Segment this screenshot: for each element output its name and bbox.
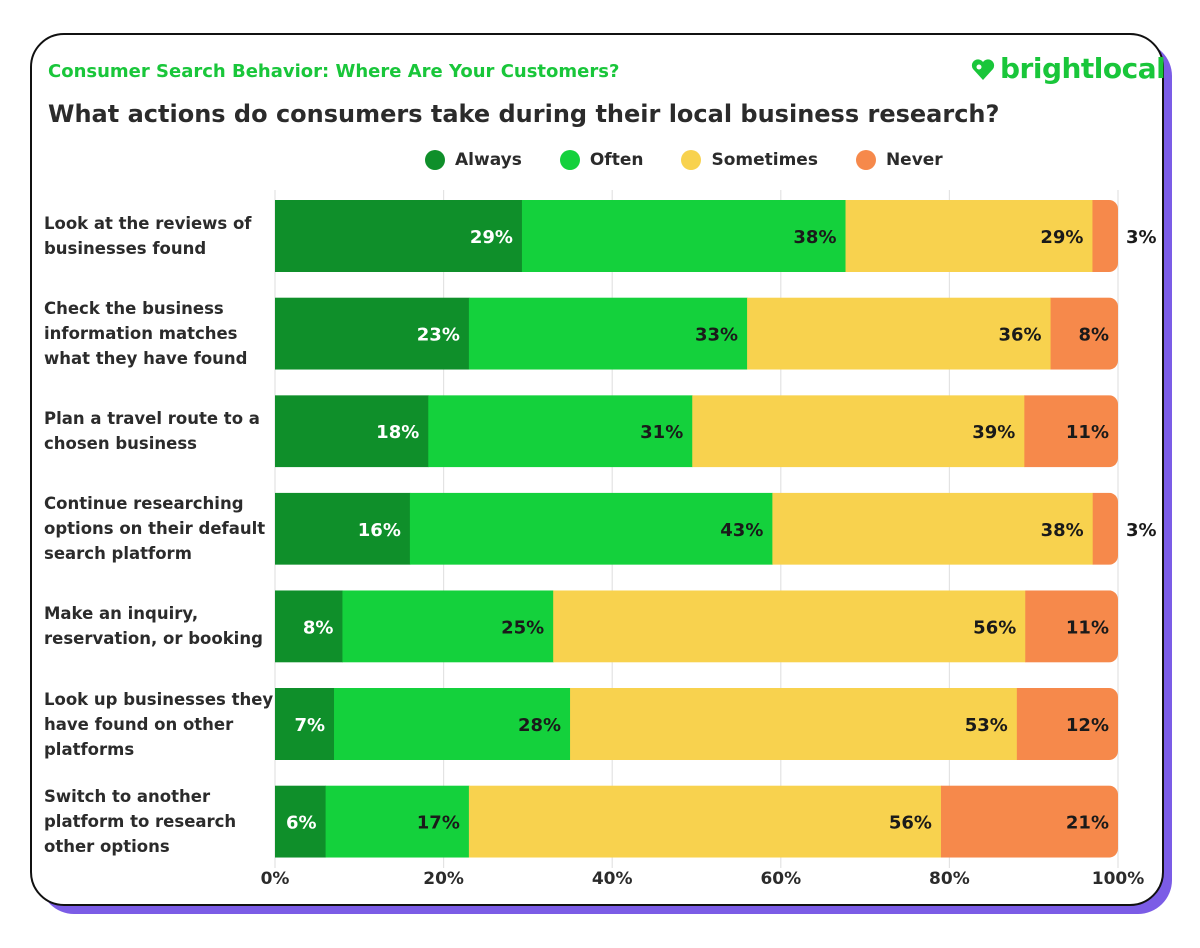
category-label: Check the business information matches w… [44,299,248,369]
data-label: 23% [417,325,460,346]
data-label: 7% [294,715,325,736]
category-label: Make an inquiry, reservation, or booking [44,604,263,649]
legend-label: Always [455,150,522,170]
legend-item-often: Often [559,150,644,170]
x-tick-label: 100% [1092,869,1145,889]
category-label: Continue researching options on their de… [44,494,266,564]
bar-never [1025,590,1118,663]
legend-item-always: Always [425,150,522,170]
x-tick-label: 80% [929,869,970,889]
bar-often [521,200,847,272]
data-label: 31% [640,422,683,443]
heart-pin-icon [971,58,995,80]
bar-often [409,492,773,565]
category-label: Plan a travel route to a chosen business [44,409,260,454]
data-label: 16% [358,520,401,541]
x-tick-label: 20% [423,869,464,889]
bar-always [275,297,470,370]
legend-item-never: Never [855,150,943,170]
data-label: 8% [1078,325,1109,346]
category-label: Switch to another platform to research o… [44,787,237,857]
data-label: 38% [1041,520,1084,541]
card [30,33,1164,906]
data-label: 25% [501,617,544,638]
bar-often [342,590,554,663]
bar-always [275,395,429,468]
data-label: 17% [417,813,460,834]
legend: Always Often Sometimes Never [425,150,943,170]
bar-row [275,297,1118,370]
brightlocal-logo: brightlocal [970,52,1166,85]
data-label: 43% [720,520,763,541]
x-tick-label: 40% [592,869,633,889]
data-label: 39% [972,422,1015,443]
bar-sometimes [845,200,1093,272]
bar-always [275,200,523,272]
bar-often [468,297,748,370]
bar-sometimes [570,688,1018,760]
chart-subtitle: Consumer Search Behavior: Where Are Your… [48,61,620,82]
bar-sometimes [747,297,1052,370]
legend-label: Often [589,150,644,170]
x-tick-label: 60% [760,869,801,889]
bar-row [275,492,1118,565]
bar-often [334,688,571,760]
bar-never [1024,395,1118,468]
data-label: 29% [1040,227,1083,248]
data-label: 38% [793,227,836,248]
bar-always [275,492,411,565]
data-label: 18% [376,422,419,443]
bar-never [1092,200,1118,272]
bar-row [275,785,1118,858]
data-label: 28% [518,715,561,736]
data-label: 53% [965,715,1008,736]
legend-label: Sometimes [711,150,818,170]
legend-swatch [425,150,445,170]
data-label: 11% [1066,617,1109,638]
x-tick-label: 0% [261,869,290,889]
data-label: 8% [303,617,334,638]
data-label: 33% [695,325,738,346]
bar-sometimes [468,785,942,858]
bar-always [275,590,343,663]
bar-never [1092,492,1118,565]
data-label: 29% [470,227,513,248]
legend-item-sometimes: Sometimes [681,150,818,170]
data-label: 6% [286,813,317,834]
bar-sometimes [772,492,1094,565]
data-label: 56% [889,813,932,834]
bar-sometimes [553,590,1026,663]
legend-swatch [559,150,580,170]
bar-never [1050,297,1118,370]
bar-never [940,785,1118,858]
legend-swatch [855,150,876,170]
bar-never [1016,688,1118,760]
bar-row [275,395,1118,468]
logo-text: brightlocal [1000,52,1166,85]
bar-row [275,590,1118,663]
data-label: 3% [1126,227,1157,248]
bar-row [275,688,1118,760]
data-label: 12% [1066,715,1109,736]
bar-sometimes [692,395,1025,468]
bar-row [275,200,1118,272]
data-label: 11% [1066,422,1109,443]
category-label: Look up businesses they have found on ot… [44,689,274,759]
data-label: 36% [998,325,1041,346]
bar-always [275,785,327,858]
bar-always [275,688,335,760]
chart-title: What actions do consumers take during th… [48,100,1000,128]
bar-often [428,395,693,468]
legend-swatch [681,150,702,170]
data-label: 21% [1066,813,1109,834]
category-label: Look at the reviews of businesses found [44,214,252,258]
bar-often [325,785,470,858]
data-label: 56% [973,617,1016,638]
data-label: 3% [1126,520,1157,541]
legend-label: Never [885,150,943,170]
